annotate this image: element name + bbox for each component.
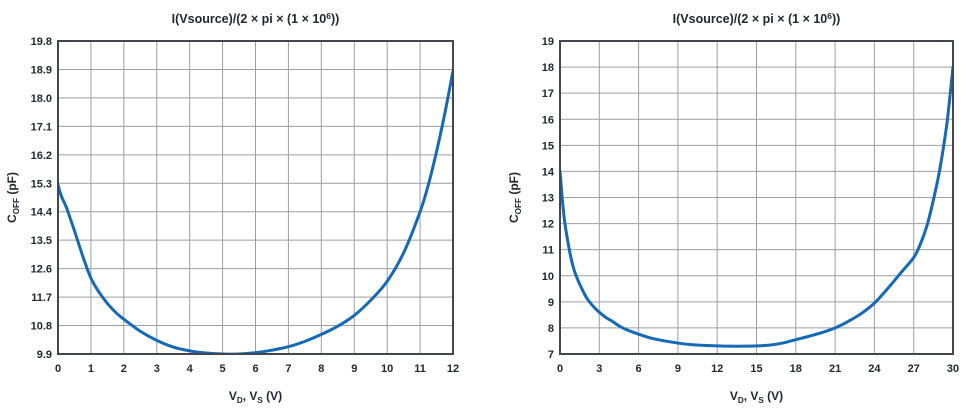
y-tick-label: 17.1 [31,121,52,133]
x-tick-label: 4 [187,363,194,375]
y-tick-label: 15.3 [31,178,52,190]
x-tick-label: 0 [557,363,563,375]
y-tick-label: 19 [542,36,554,48]
y-tick-label: 14 [542,166,555,178]
y-axis-label: COFF​ (pF) [507,172,523,223]
x-tick-label: 0 [55,363,61,375]
plot-svg: 7 8 9 10 11 12 13 14 15 16 17 18 19 0 3 6 9 12 15 18 21 24 27 3… [507,11,959,405]
x-tick-label: 21 [829,363,841,375]
x-tick-label: 6 [252,363,258,375]
plot-border [57,40,454,355]
plot-border [559,40,954,355]
x-tick-label: 30 [947,363,959,375]
chart-left-coff-vs-voltage-12v: 9.9 10.8 11.7 12.6 13.5 14.4 15.3 16.2 17.1 18.0 1… [5,11,459,405]
x-tick-label: 15 [750,363,762,375]
x-tick-label: 8 [318,363,324,375]
y-tick-label: 7 [548,349,554,361]
y-tick-label: 18 [542,62,554,74]
x-tick-label: 5 [220,363,226,375]
y-tick-label: 18.0 [31,93,52,105]
x-tick-label: 27 [908,363,920,375]
x-tick-label: 7 [285,363,291,375]
grid-lines [57,40,454,355]
x-tick-label: 11 [414,363,426,375]
x-tick-label: 9 [675,363,681,375]
y-tick-label: 9.9 [37,349,52,361]
x-tick-label: 18 [790,363,802,375]
y-axis-label: COFF​ (pF) [5,172,21,223]
x-tick-label: 2 [121,363,127,375]
grid-lines [559,40,954,355]
y-tick-label: 19.8 [31,36,52,48]
y-tick-label: 11 [542,245,554,257]
x-tick-label: 3 [154,363,160,375]
y-tick-label: 13 [542,193,554,205]
y-tick-label: 12 [542,219,554,231]
y-tick-label: 15 [542,140,554,152]
plot-svg: 9.9 10.8 11.7 12.6 13.5 14.4 15.3 16.2 17.1 18.0 1… [5,11,459,405]
x-axis-label: VD​, VS​ (V) [730,389,783,405]
x-tick-label: 6 [636,363,642,375]
chart-right-coff-vs-voltage-30v: 7 8 9 10 11 12 13 14 15 16 17 18 19 0 3 6 9 12 15 18 21 24 27 3… [488,0,976,412]
y-tick-label: 16 [542,114,554,126]
y-tick-label: 16.2 [31,150,52,162]
x-tick-label: 1 [88,363,94,375]
y-tick-label: 13.5 [31,235,52,247]
chart-title: I(Vsource)/(2 × pi × (1 × 106​)) [673,11,841,26]
x-tick-label: 24 [868,363,881,375]
x-tick-label: 12 [447,363,459,375]
y-tick-label: 17 [542,88,554,100]
x-axis-label: VD​, VS​ (V) [229,389,282,405]
x-tick-label: 12 [711,363,723,375]
y-tick-label: 8 [548,323,554,335]
x-tick-label: 9 [351,363,357,375]
y-tick-label: 18.9 [31,64,52,76]
y-tick-labels: 7 8 9 10 11 12 13 14 15 16 17 18 19 [542,36,555,361]
y-tick-label: 11.7 [31,292,52,304]
y-tick-labels: 9.9 10.8 11.7 12.6 13.5 14.4 15.3 16.2 17.1 18.0 1… [31,36,53,361]
x-tick-label: 3 [596,363,602,375]
y-tick-label: 10 [542,271,554,283]
x-tick-label: 10 [381,363,393,375]
chart-title: I(Vsource)/(2 × pi × (1 × 106​)) [172,11,340,26]
curve-Coff-vs-voltage [559,65,954,348]
y-tick-label: 14.4 [31,207,53,219]
y-tick-label: 12.6 [31,264,52,276]
y-tick-label: 9 [548,297,554,309]
x-tick-labels: 0 3 6 9 12 15 18 21 24 27 30 [557,363,959,375]
y-tick-label: 10.8 [31,321,52,333]
x-tick-labels: 0 1 2 3 4 5 6 7 8 9 10 11 12 [55,363,459,375]
